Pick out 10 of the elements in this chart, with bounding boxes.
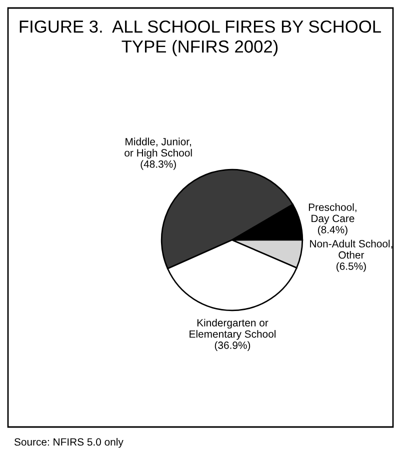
slice-label: Middle, Junior, or High School — [124, 138, 192, 159]
slice-label: Non-Adult School, Other — [310, 240, 392, 259]
source-note: Source: NFIRS 5.0 only — [14, 438, 124, 448]
slice-label: Preschool, Day Care — [308, 203, 356, 224]
data-label: (8.4%) — [318, 226, 348, 236]
data-label: (6.5%) — [336, 262, 366, 272]
slice-label: Kindergarten or Elementary School — [190, 318, 276, 340]
data-label: (48.3%) — [140, 160, 176, 170]
chart-title: FIGURE 3. ALL SCHOOL FIRES BY SCHOOL TYPE (NFIRS 2002) — [20, 20, 381, 56]
data-label: (36.9%) — [214, 341, 250, 351]
